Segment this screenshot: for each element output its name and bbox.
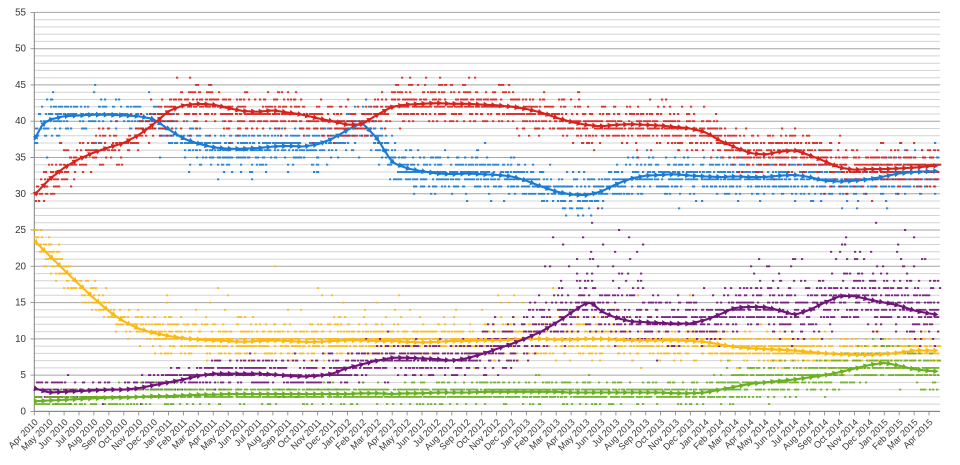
svg-text:20: 20 <box>15 261 26 272</box>
svg-text:55: 55 <box>15 7 26 18</box>
svg-text:10: 10 <box>15 334 26 345</box>
svg-text:50: 50 <box>15 44 26 55</box>
svg-text:0: 0 <box>21 406 27 417</box>
svg-text:40: 40 <box>15 116 26 127</box>
svg-text:25: 25 <box>15 225 26 236</box>
svg-text:45: 45 <box>15 80 26 91</box>
svg-text:35: 35 <box>15 153 26 164</box>
svg-text:30: 30 <box>15 189 26 200</box>
svg-text:15: 15 <box>15 298 26 309</box>
svg-text:5: 5 <box>21 370 27 381</box>
